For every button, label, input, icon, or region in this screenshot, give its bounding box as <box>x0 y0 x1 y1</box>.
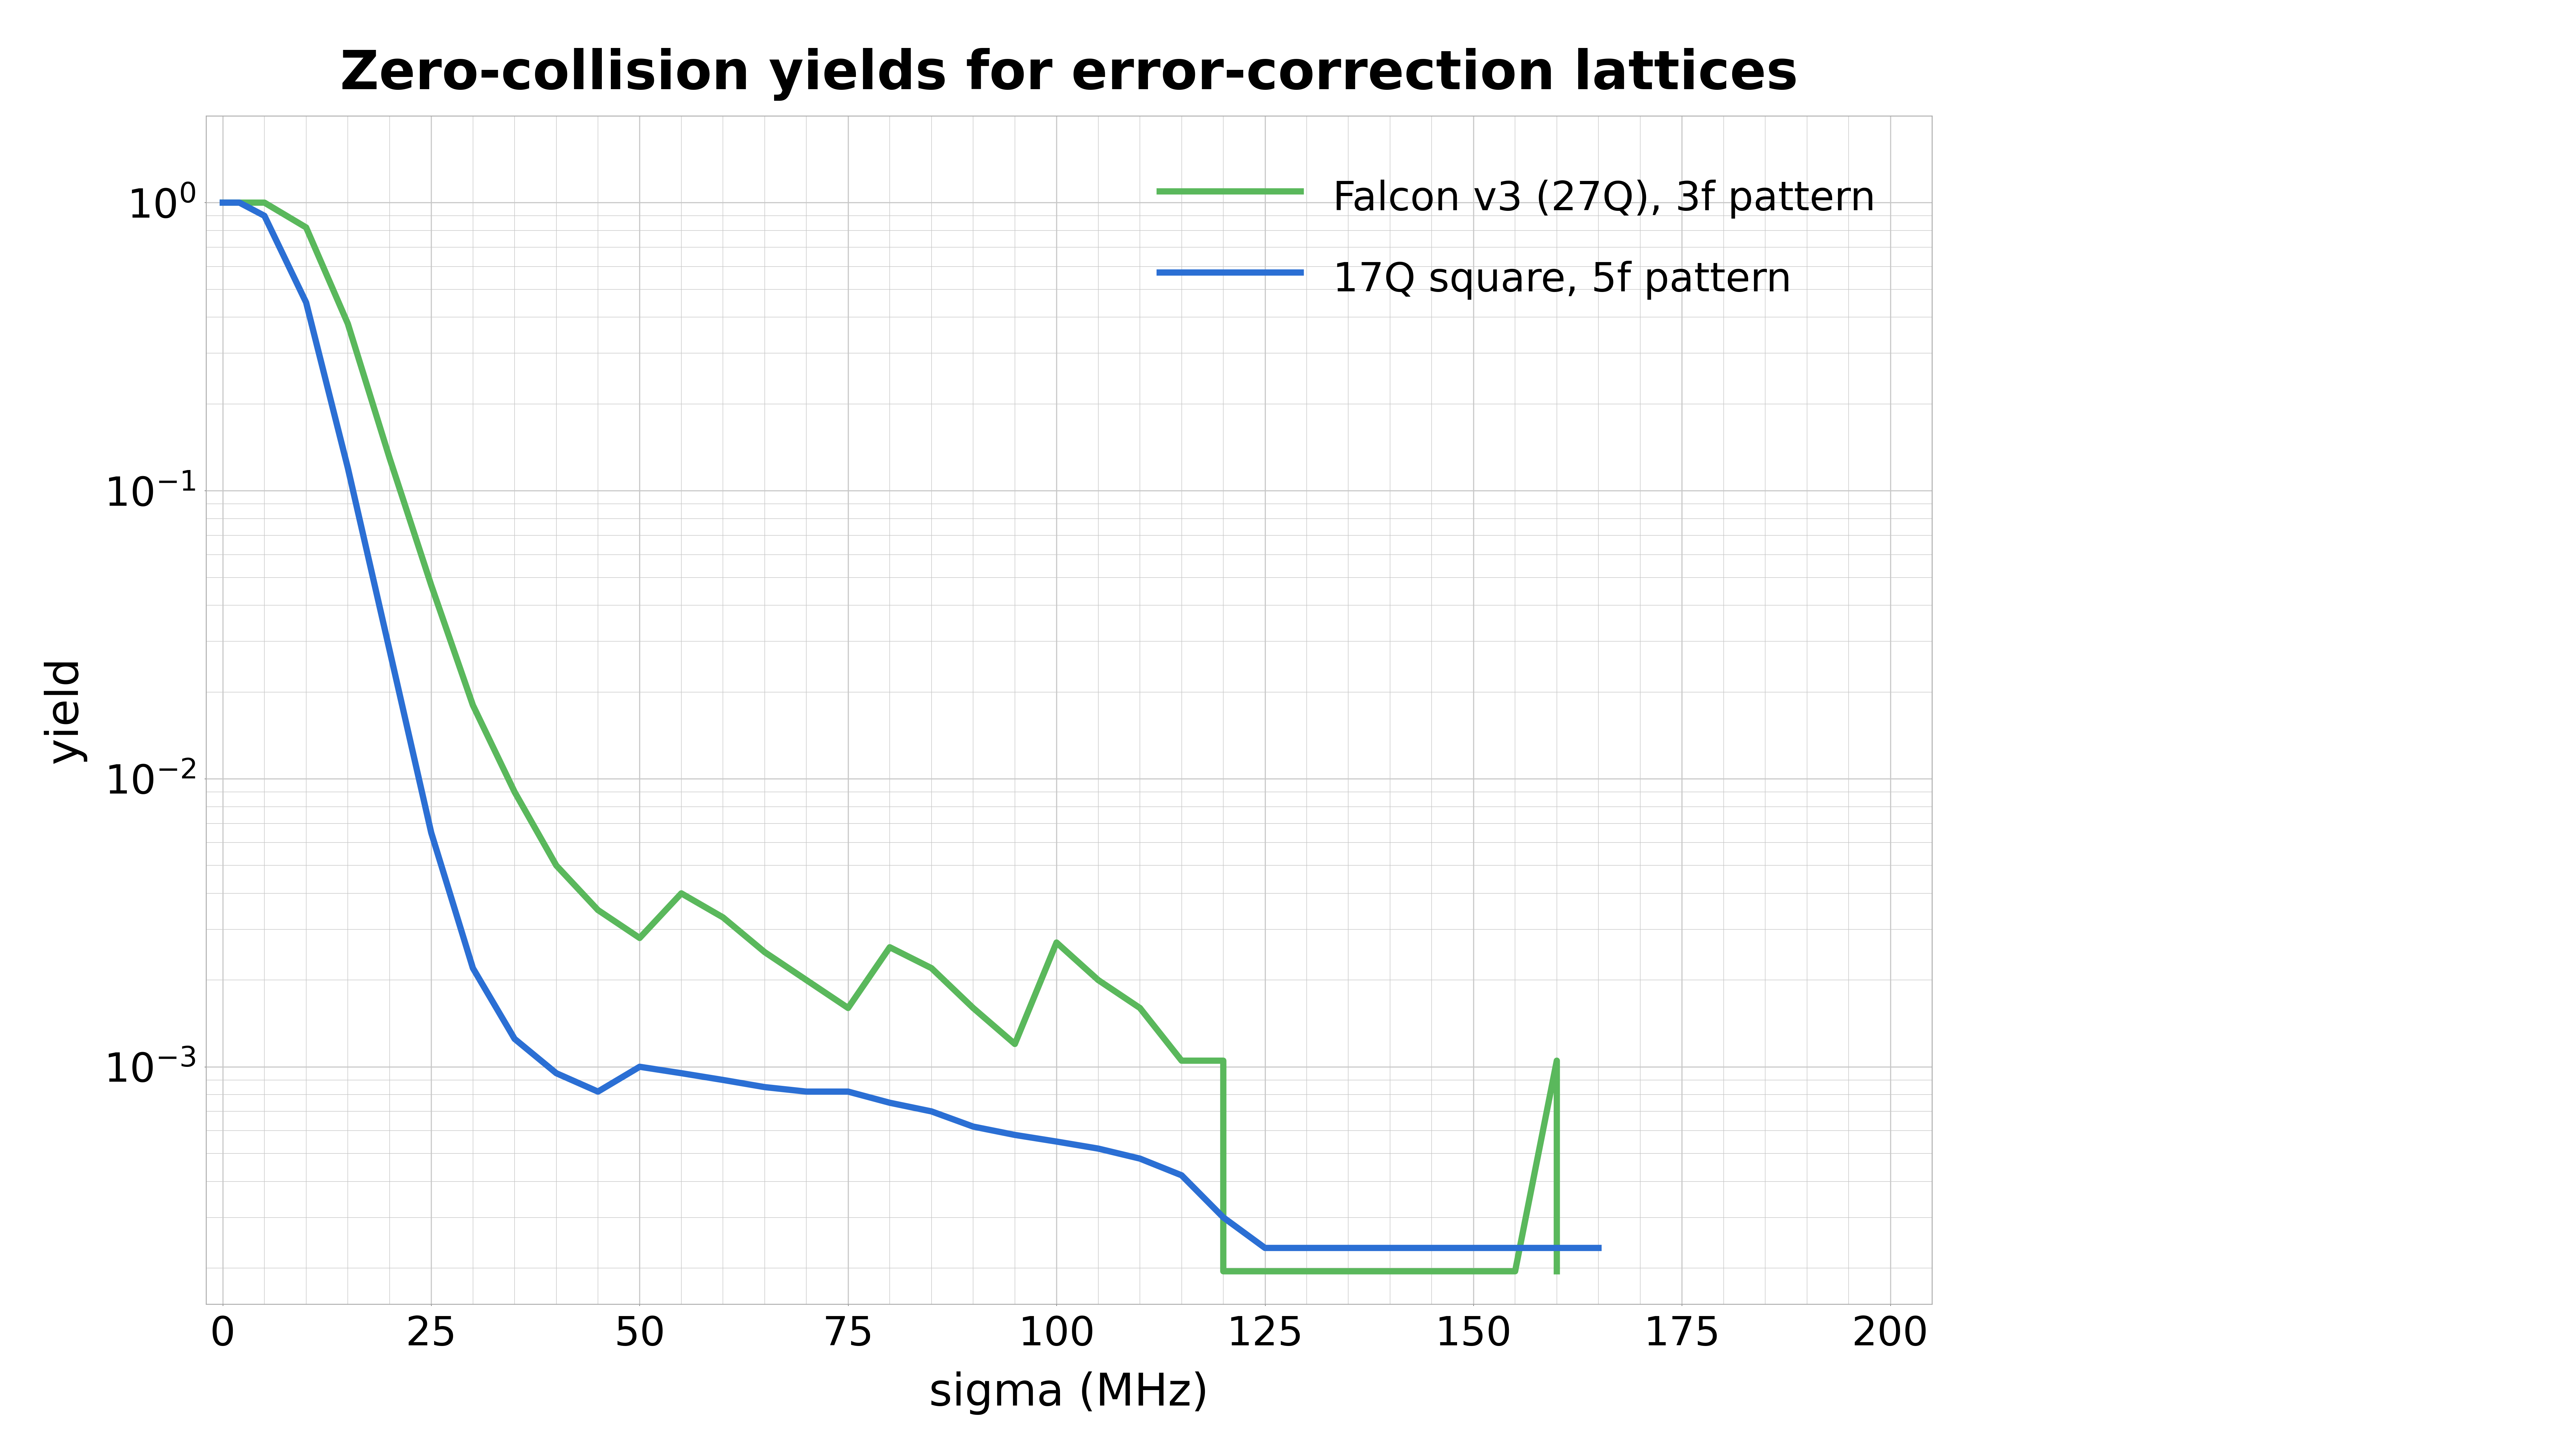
Falcon v3 (27Q), 3f pattern <box>459 697 489 714</box>
17Q square, 5f pattern <box>541 1065 572 1082</box>
17Q square, 5f pattern <box>665 1065 696 1082</box>
Falcon v3 (27Q), 3f pattern <box>500 784 531 801</box>
17Q square, 5f pattern <box>873 1094 904 1111</box>
17Q square, 5f pattern <box>1499 1239 1530 1256</box>
17Q square, 5f pattern <box>224 194 255 212</box>
17Q square, 5f pattern <box>291 294 322 312</box>
Falcon v3 (27Q), 3f pattern <box>708 909 739 926</box>
17Q square, 5f pattern <box>623 1058 654 1075</box>
Falcon v3 (27Q), 3f pattern <box>873 939 904 956</box>
Falcon v3 (27Q), 3f pattern <box>250 194 281 212</box>
17Q square, 5f pattern <box>1082 1140 1113 1158</box>
Falcon v3 (27Q), 3f pattern <box>1041 933 1072 951</box>
Falcon v3 (27Q), 3f pattern <box>832 1000 863 1017</box>
17Q square, 5f pattern <box>374 642 404 659</box>
17Q square, 5f pattern <box>582 1082 613 1100</box>
Falcon v3 (27Q), 3f pattern <box>1126 1000 1157 1017</box>
17Q square, 5f pattern <box>1041 1133 1072 1151</box>
17Q square, 5f pattern <box>250 207 281 225</box>
17Q square, 5f pattern <box>1291 1239 1321 1256</box>
Falcon v3 (27Q), 3f pattern <box>958 1000 989 1017</box>
Legend: Falcon v3 (27Q), 3f pattern, 17Q square, 5f pattern: Falcon v3 (27Q), 3f pattern, 17Q square,… <box>1144 156 1891 319</box>
17Q square, 5f pattern <box>999 1126 1030 1143</box>
17Q square, 5f pattern <box>332 459 363 477</box>
17Q square, 5f pattern <box>791 1082 822 1100</box>
Falcon v3 (27Q), 3f pattern <box>374 449 404 467</box>
Falcon v3 (27Q), 3f pattern <box>1208 1052 1239 1069</box>
Y-axis label: yield: yield <box>44 656 85 764</box>
Falcon v3 (27Q), 3f pattern <box>750 943 781 961</box>
17Q square, 5f pattern <box>1126 1151 1157 1168</box>
Falcon v3 (27Q), 3f pattern <box>1499 1262 1530 1279</box>
Falcon v3 (27Q), 3f pattern <box>1167 1052 1198 1069</box>
17Q square, 5f pattern <box>708 1071 739 1088</box>
Falcon v3 (27Q), 3f pattern <box>582 901 613 919</box>
Line: Falcon v3 (27Q), 3f pattern: Falcon v3 (27Q), 3f pattern <box>222 203 1556 1271</box>
17Q square, 5f pattern <box>500 1030 531 1048</box>
Falcon v3 (27Q), 3f pattern <box>665 885 696 903</box>
Falcon v3 (27Q), 3f pattern <box>1208 1262 1239 1279</box>
Falcon v3 (27Q), 3f pattern <box>541 856 572 874</box>
X-axis label: sigma (MHz): sigma (MHz) <box>930 1371 1208 1414</box>
17Q square, 5f pattern <box>1584 1239 1615 1256</box>
Falcon v3 (27Q), 3f pattern <box>332 314 363 332</box>
Title: Zero-collision yields for error-correction lattices: Zero-collision yields for error-correcti… <box>340 48 1798 100</box>
17Q square, 5f pattern <box>917 1103 948 1120</box>
17Q square, 5f pattern <box>1167 1166 1198 1184</box>
Falcon v3 (27Q), 3f pattern <box>415 577 446 594</box>
Falcon v3 (27Q), 3f pattern <box>1082 971 1113 988</box>
Falcon v3 (27Q), 3f pattern <box>206 194 237 212</box>
17Q square, 5f pattern <box>1540 1239 1571 1256</box>
17Q square, 5f pattern <box>750 1078 781 1095</box>
17Q square, 5f pattern <box>958 1117 989 1135</box>
Falcon v3 (27Q), 3f pattern <box>1540 1262 1571 1279</box>
17Q square, 5f pattern <box>206 194 237 212</box>
Falcon v3 (27Q), 3f pattern <box>917 959 948 977</box>
17Q square, 5f pattern <box>415 824 446 842</box>
Falcon v3 (27Q), 3f pattern <box>623 929 654 946</box>
Falcon v3 (27Q), 3f pattern <box>791 971 822 988</box>
Falcon v3 (27Q), 3f pattern <box>1540 1052 1571 1069</box>
Line: 17Q square, 5f pattern: 17Q square, 5f pattern <box>222 203 1600 1248</box>
Falcon v3 (27Q), 3f pattern <box>999 1035 1030 1052</box>
17Q square, 5f pattern <box>832 1082 863 1100</box>
17Q square, 5f pattern <box>1249 1239 1280 1256</box>
Falcon v3 (27Q), 3f pattern <box>291 219 322 236</box>
17Q square, 5f pattern <box>459 959 489 977</box>
17Q square, 5f pattern <box>1208 1208 1239 1226</box>
